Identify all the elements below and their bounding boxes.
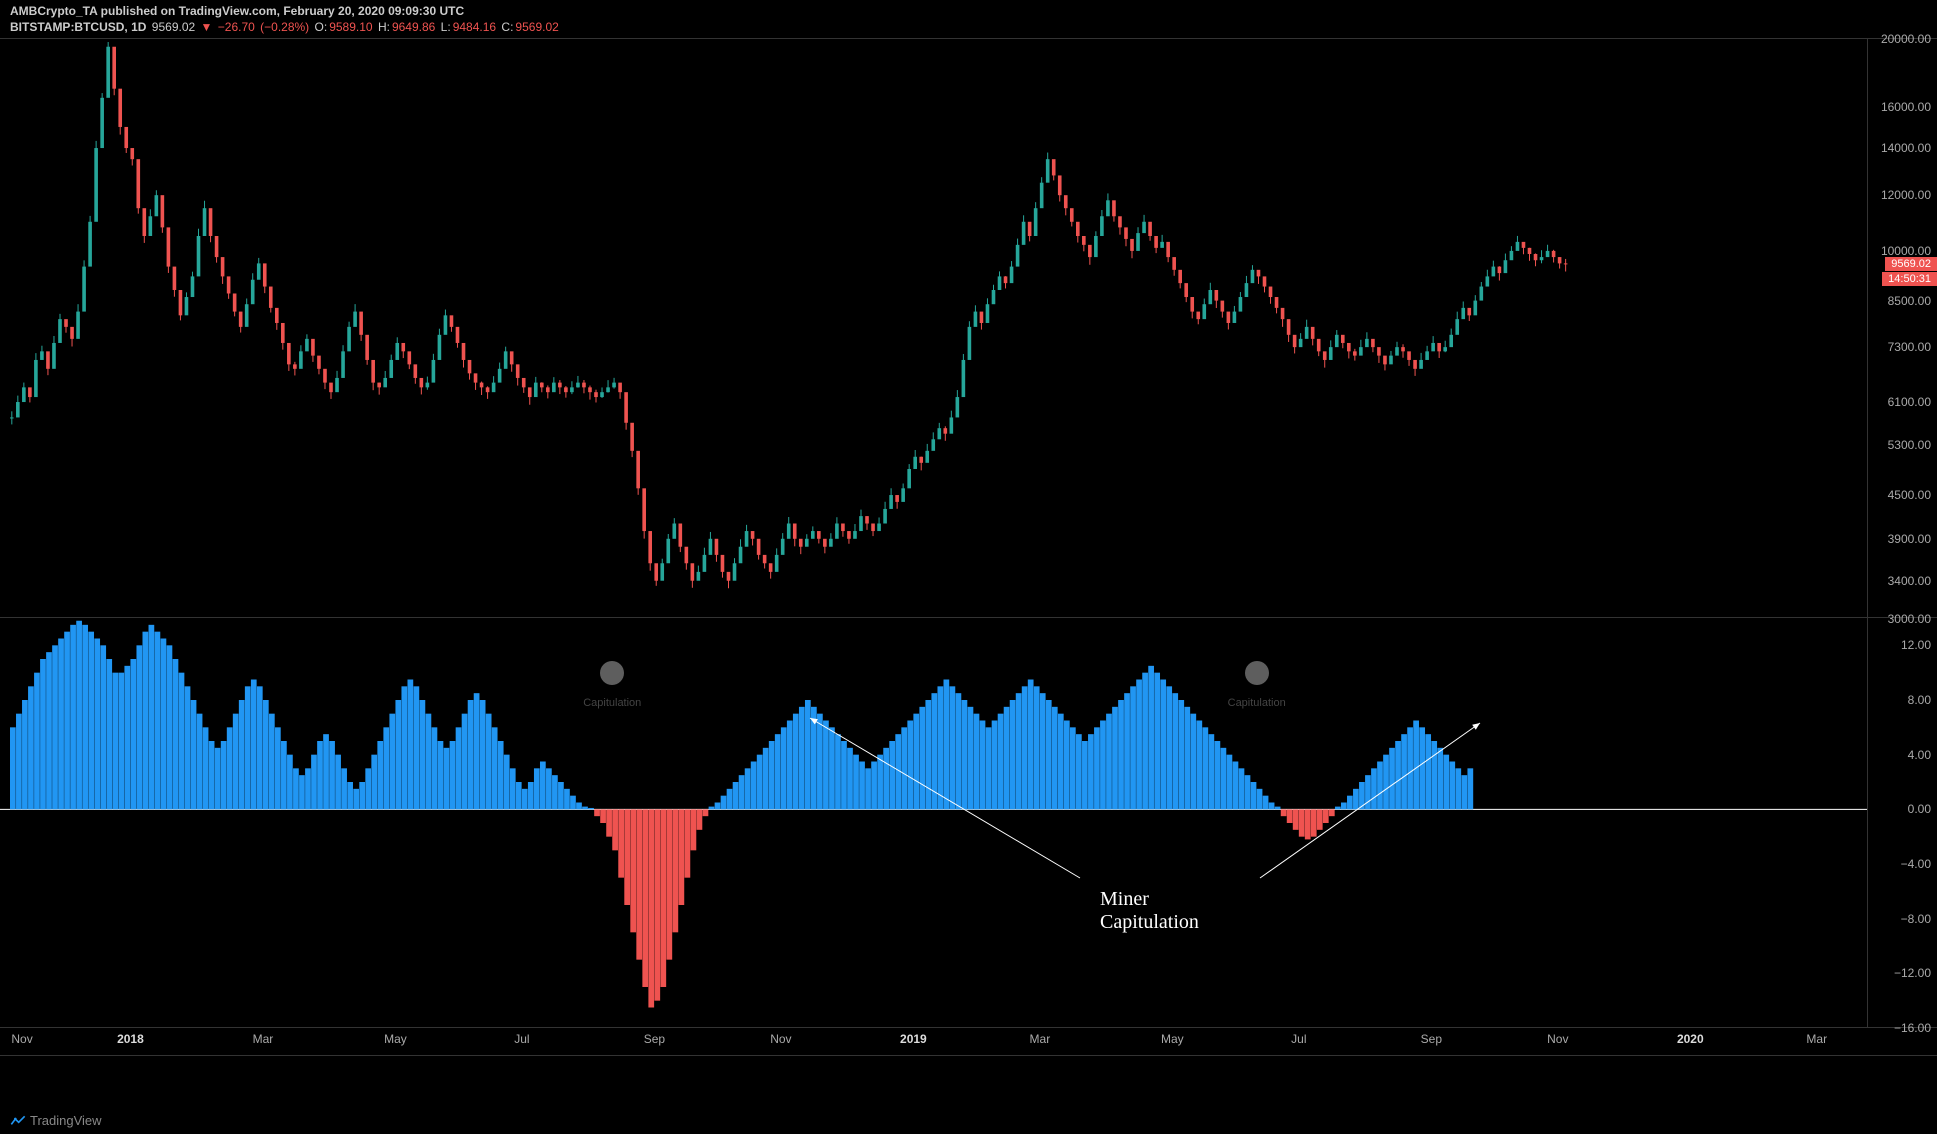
indicator-y-tick: 0.00 [1908,802,1931,816]
price-y-tick: 5300.00 [1888,438,1931,452]
publisher-line: AMBCrypto_TA published on TradingView.co… [10,4,1927,18]
time-x-tick: 2018 [117,1032,144,1046]
change-pct: (−0.28%) [260,20,309,34]
symbol-label: BITSTAMP:BTCUSD, 1D [10,20,146,34]
price-y-tick: 3400.00 [1888,574,1931,588]
price-y-tick: 10000.00 [1881,244,1931,258]
price-candles-svg [0,39,1867,619]
time-x-tick: 2020 [1677,1032,1704,1046]
time-x-tick: Sep [1421,1032,1442,1046]
published-text: published on TradingView.com, February 2… [97,4,464,18]
price-plot-area[interactable] [0,39,1867,617]
price-chart[interactable]: 20000.0016000.0014000.0012000.0010000.00… [0,38,1937,618]
footer-brand: TradingView [30,1113,102,1128]
tradingview-logo-icon [10,1115,26,1127]
price-y-tick: 8500.00 [1888,294,1931,308]
indicator-y-tick: −12.00 [1894,966,1931,980]
low-label: L: [441,20,451,34]
chart-container: 20000.0016000.0014000.0012000.0010000.00… [0,38,1937,1056]
open-label: O: [315,20,328,34]
close-value: 9569.02 [515,20,558,34]
time-x-tick: May [1161,1032,1184,1046]
price-y-tick: 20000.00 [1881,32,1931,46]
price-y-tick: 14000.00 [1881,141,1931,155]
capitulation-marker-label: Capitulation [583,697,641,709]
capitulation-marker-label: Capitulation [1228,697,1286,709]
high-label: H: [378,20,390,34]
price-y-axis[interactable]: 20000.0016000.0014000.0012000.0010000.00… [1867,39,1937,617]
miner-capitulation-annotation: MinerCapitulation [1100,888,1199,934]
time-x-tick: Jul [1291,1032,1306,1046]
price-y-tick: 6100.00 [1888,395,1931,409]
open-value: 9589.10 [329,20,372,34]
indicator-y-tick: 8.00 [1908,693,1931,707]
indicator-y-tick: 4.00 [1908,748,1931,762]
chart-header: AMBCrypto_TA published on TradingView.co… [0,0,1937,38]
direction-arrow-icon: ▼ [201,20,213,34]
price-y-tick: 7300.00 [1888,340,1931,354]
indicator-plot-area[interactable]: Capitulation Capitulation MinerCapitulatio… [0,618,1867,1027]
capitulation-marker-icon [1245,661,1269,685]
current-price-marker: 9569.02 [1885,257,1937,271]
time-x-tick: Mar [1806,1032,1827,1046]
capitulation-marker-icon [600,661,624,685]
high-value: 9649.86 [392,20,435,34]
time-x-tick: Jul [514,1032,529,1046]
ohlc-line: BITSTAMP:BTCUSD, 1D 9569.02 ▼ −26.70 (−0… [10,20,1927,34]
tradingview-footer[interactable]: TradingView [10,1113,102,1128]
low-value: 9484.16 [453,20,496,34]
indicator-svg [0,618,1867,1028]
time-x-tick: Nov [11,1032,32,1046]
time-x-tick: 2019 [900,1032,927,1046]
time-x-axis[interactable]: Nov 2018 Mar May Jul Sep Nov 2019 Mar May Jul Sep No… [0,1028,1937,1056]
publisher-name: AMBCrypto_TA [10,4,97,18]
price-y-tick: 3900.00 [1888,532,1931,546]
time-x-tick: Nov [1547,1032,1568,1046]
time-x-tick: May [384,1032,407,1046]
close-label: C: [501,20,513,34]
time-x-tick: Sep [644,1032,665,1046]
time-x-tick: Mar [253,1032,274,1046]
indicator-y-tick: 12.00 [1901,638,1931,652]
price-y-tick: 16000.00 [1881,100,1931,114]
time-x-tick: Nov [770,1032,791,1046]
countdown-marker: 14:50:31 [1882,272,1937,286]
last-price: 9569.02 [152,20,195,34]
indicator-y-tick: −8.00 [1901,912,1931,926]
change-value: −26.70 [218,20,255,34]
indicator-chart[interactable]: Capitulation Capitulation MinerCapitulatio… [0,618,1937,1028]
price-y-tick: 12000.00 [1881,188,1931,202]
time-x-tick: Mar [1030,1032,1051,1046]
indicator-y-axis[interactable]: 12.008.004.000.00−4.00−8.00−12.00−16.00 [1867,618,1937,1027]
indicator-y-tick: −4.00 [1901,857,1931,871]
price-y-tick: 4500.00 [1888,488,1931,502]
